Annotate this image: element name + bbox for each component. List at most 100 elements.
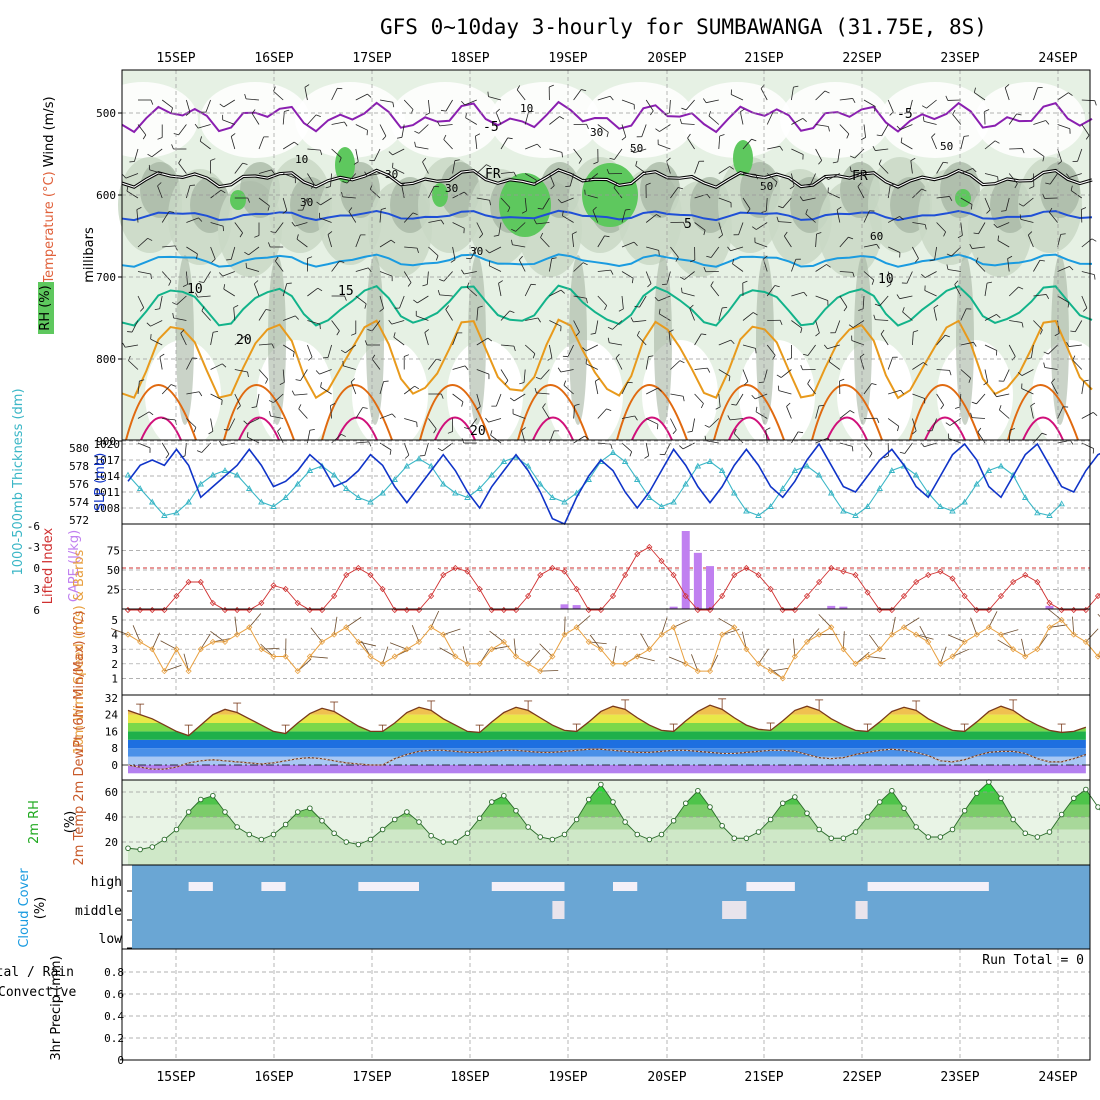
wind-barb	[1057, 234, 1062, 248]
wind-barb-flag	[461, 100, 466, 106]
wind-barb	[742, 173, 756, 175]
wind-barb-flag	[896, 125, 901, 130]
wind-barb-flag	[243, 420, 248, 425]
wind-barb	[379, 381, 384, 395]
wind-barb	[827, 344, 840, 350]
wind-barb-flag	[1093, 412, 1098, 416]
rh-line-marker-68	[949, 826, 956, 833]
wind-barb	[180, 333, 187, 346]
wind-barb	[137, 271, 151, 275]
wind-speed-line-marker-75	[1034, 646, 1041, 653]
rh-line-marker-80	[1095, 804, 1100, 810]
wind-barb	[403, 99, 414, 110]
rh-line-marker-38	[586, 796, 592, 803]
wind-barb-flag	[507, 207, 511, 213]
wind-barb	[126, 190, 139, 199]
wind-barb	[585, 363, 598, 370]
wind-barb	[1057, 406, 1064, 419]
wind-barb-flag	[946, 253, 952, 257]
wind-barb-flag	[315, 114, 321, 117]
wind-barb	[888, 216, 900, 223]
wind-barb-flag	[633, 241, 638, 247]
wind-barb	[282, 344, 295, 353]
date-bottom-16sep: 16SEP	[254, 1070, 293, 1085]
wind-barb	[426, 271, 429, 285]
wind-barb	[960, 369, 971, 379]
rh-tick-40: 40	[105, 811, 118, 824]
wind-barb	[379, 271, 393, 277]
wind-barb	[936, 196, 950, 199]
rh-line-marker-48	[707, 804, 713, 810]
wind-barb-flag	[562, 210, 564, 216]
wind-barb	[910, 160, 913, 174]
wind-barb	[428, 358, 437, 370]
rh-line-marker-28	[464, 830, 471, 837]
wind-barb	[669, 99, 671, 113]
wind-barb	[839, 236, 849, 248]
lifted-index-line-marker-20	[367, 571, 374, 579]
wind-barb-flag	[607, 326, 613, 330]
thickness-line-marker-57	[815, 471, 823, 478]
wind-barb	[609, 342, 623, 346]
wind-barb	[972, 246, 986, 249]
pressure-tick-500: 500	[96, 107, 116, 120]
wind-barb	[863, 271, 875, 281]
wind-barb-flag	[776, 374, 782, 378]
wind-barb-flag	[396, 136, 403, 139]
wind-speed-line-marker-37	[573, 624, 580, 631]
wind-barb	[765, 197, 768, 211]
wind-barb-flag	[414, 385, 420, 390]
thickness-line-marker-49	[718, 467, 726, 473]
wind-barb-flag	[900, 137, 903, 143]
wind-barb	[621, 442, 632, 452]
wind-barb-flag	[487, 91, 489, 97]
wind-barb-flag	[1043, 362, 1046, 368]
surface-wind-barb	[588, 641, 607, 645]
date-top-15sep: 15SEP	[156, 51, 195, 66]
surface-wind-barb	[430, 610, 440, 628]
wind-barb	[659, 124, 671, 132]
date-top-23sep: 23SEP	[940, 51, 979, 66]
wind-barb	[594, 381, 599, 395]
isotherm-25-arch-1	[223, 384, 295, 441]
surface-wind-barb	[389, 642, 408, 650]
wind-barb	[273, 91, 284, 101]
wind-speed-line-marker-74	[1022, 653, 1029, 660]
thickness-line-marker-14	[294, 480, 302, 487]
cape-tick-75: 75	[107, 545, 120, 558]
isotherm-label-0: -5	[483, 120, 499, 135]
wind-barb-flag	[886, 283, 892, 288]
wind-barb-flag	[963, 135, 969, 137]
wind-barb-flag	[435, 255, 439, 261]
wind-barb-flag	[860, 137, 866, 141]
wind-barb-flag	[1021, 322, 1024, 328]
wind-barb	[710, 246, 720, 258]
wind-barb	[392, 148, 405, 156]
wind-barb-flag	[740, 108, 745, 113]
wind-barb-flag	[1070, 185, 1073, 191]
wind-speed-line-marker-40	[609, 660, 617, 667]
wind-barb	[646, 418, 659, 425]
wind-barb	[373, 148, 381, 161]
temp-band-4	[128, 731, 1086, 740]
surface-wind-barb	[818, 614, 832, 628]
wind-barbs	[122, 84, 1098, 459]
cape-bar-3	[681, 531, 690, 609]
wind-barb-flag	[382, 135, 387, 141]
wind-barb	[258, 197, 270, 207]
wind-barb-flag	[489, 200, 491, 206]
wind-barb	[815, 295, 828, 301]
wind-barb	[791, 148, 804, 155]
wind-barb	[586, 344, 598, 352]
rh-dry-pocket-high-3	[390, 82, 500, 158]
wind-barb	[210, 418, 214, 432]
temp-band-1	[128, 756, 1086, 765]
wind-speed-line-marker-21	[379, 660, 386, 667]
isotherm-30-arch-1	[238, 416, 280, 441]
wind-speed-line-marker-18	[343, 624, 350, 631]
wind-barb	[984, 283, 988, 297]
surface-wind-barb	[970, 617, 978, 635]
wind-barb-flag	[193, 427, 197, 433]
isotherm-label-5: 10	[187, 282, 203, 297]
wind-barb-flag	[208, 430, 214, 435]
